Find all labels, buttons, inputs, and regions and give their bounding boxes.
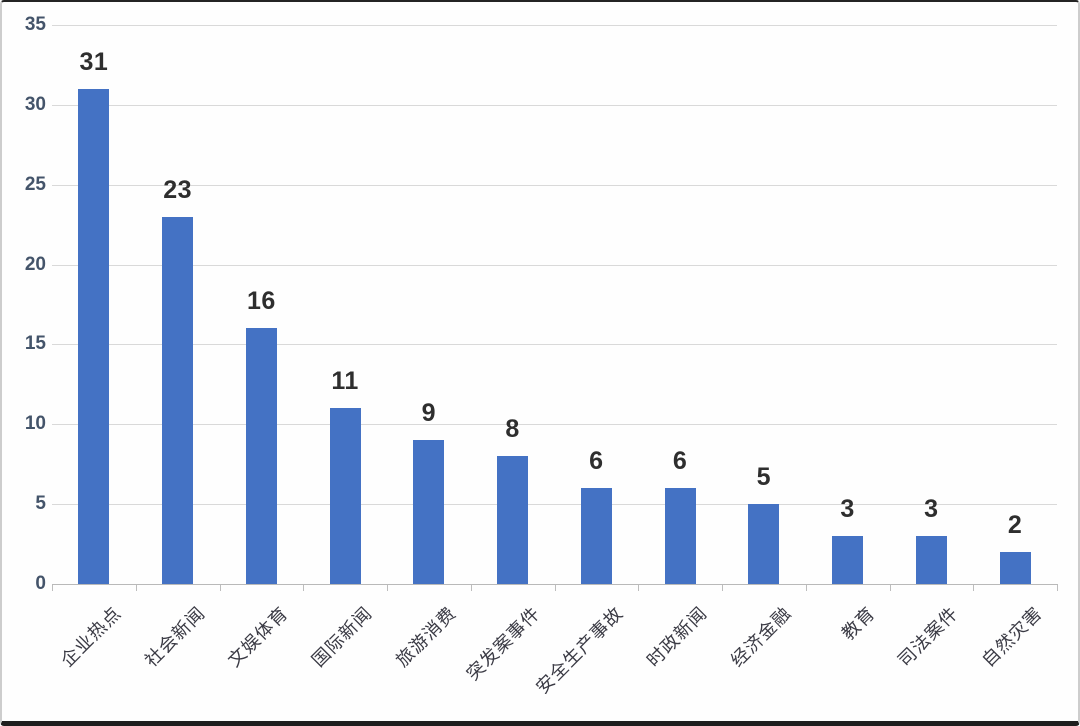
gridline (52, 184, 1057, 186)
x-category-label: 教育 (837, 602, 879, 644)
bar (915, 536, 947, 584)
bar-value-label: 5 (756, 463, 772, 492)
bar-value-label: 23 (163, 175, 193, 204)
x-category-label: 社会新闻 (140, 602, 209, 671)
x-category-label: 经济金融 (726, 602, 795, 671)
bar-value-label: 3 (924, 495, 939, 524)
y-tick-label: 10 (24, 413, 46, 435)
gridline (52, 25, 1057, 26)
y-tick-label: 30 (24, 93, 46, 115)
bar-value-label: 8 (505, 415, 520, 444)
bar (748, 504, 780, 584)
bar-value-label: 6 (589, 447, 604, 476)
gridline (52, 344, 1057, 346)
x-category-label: 突发案事件 (462, 602, 544, 685)
gridline (52, 504, 1057, 506)
axis-tick (638, 585, 640, 591)
bar-value-label: 31 (79, 47, 109, 76)
x-category-label: 安全生产事故 (532, 602, 628, 698)
y-tick-label: 5 (35, 493, 46, 515)
x-category-label: 文娱体育 (224, 602, 293, 671)
axis-tick (135, 585, 137, 591)
x-axis-line (52, 584, 1058, 585)
x-category-label: 自然灾害 (978, 602, 1047, 671)
bar (497, 456, 529, 584)
x-category-label: 时政新闻 (643, 602, 712, 671)
bar-value-label: 3 (840, 495, 855, 524)
bar (162, 216, 194, 584)
bar-value-label: 11 (331, 367, 359, 396)
axis-tick (889, 585, 891, 591)
bar (580, 488, 612, 584)
gridline (52, 424, 1057, 426)
y-tick-label: 0 (35, 573, 46, 594)
x-category-label: 企业热点 (56, 602, 125, 671)
bar-value-label: 9 (421, 399, 437, 428)
bar-value-label: 2 (1007, 511, 1023, 540)
axis-tick (52, 585, 53, 591)
bar (329, 408, 361, 584)
axis-tick (470, 585, 472, 591)
y-tick-label: 15 (24, 333, 46, 355)
x-category-label: 司法案件 (894, 602, 963, 671)
axis-tick (722, 585, 723, 591)
bar-value-label: 16 (246, 287, 276, 316)
axis-tick (387, 585, 388, 591)
bar-value-label: 6 (672, 447, 688, 476)
axis-tick (219, 585, 221, 591)
bar (78, 88, 110, 584)
y-tick-label: 20 (24, 253, 46, 275)
bar (413, 440, 445, 584)
axis-tick (805, 585, 807, 591)
y-tick-label: 35 (24, 14, 46, 35)
bar (832, 536, 864, 584)
y-tick-label: 25 (24, 173, 46, 195)
gridline (52, 264, 1057, 266)
bar (664, 488, 696, 584)
bar (245, 328, 277, 584)
x-category-label: 旅游消费 (391, 602, 460, 671)
axis-tick (1057, 585, 1058, 591)
x-category-label: 国际新闻 (308, 602, 377, 671)
axis-tick (973, 585, 975, 591)
gridline (52, 104, 1057, 106)
axis-tick (303, 585, 305, 591)
bar (999, 552, 1031, 584)
axis-tick (554, 585, 556, 591)
